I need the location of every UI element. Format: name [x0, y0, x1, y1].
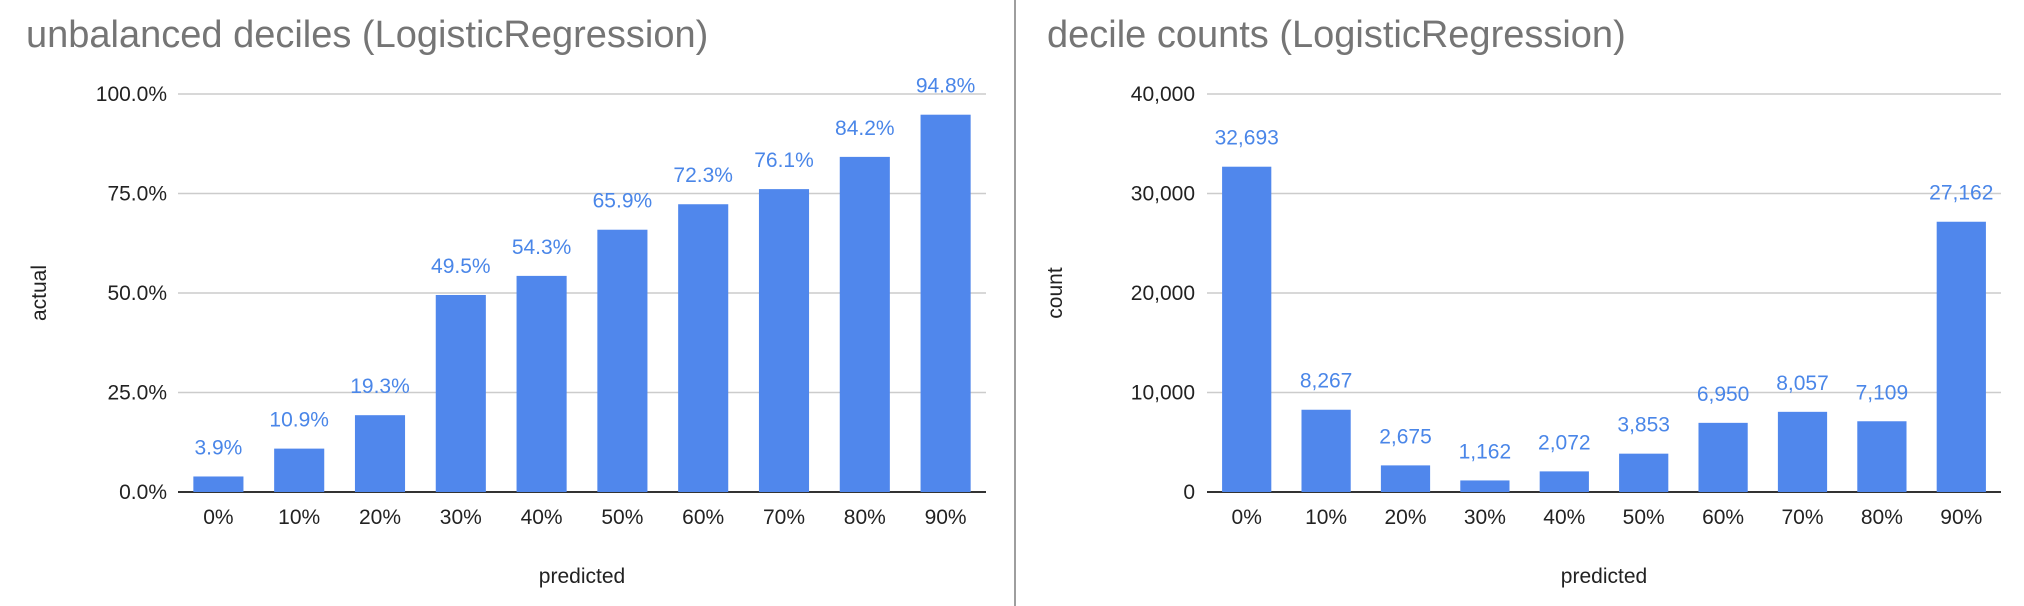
chart-panel-actual: unbalanced deciles (LogisticRegression) …	[26, 14, 986, 588]
x-tick-label: 40%	[521, 506, 563, 529]
data-label: 72.3%	[673, 164, 733, 187]
data-label: 7,109	[1856, 381, 1909, 404]
bar	[1301, 409, 1351, 492]
y-tick-label: 25.0%	[107, 382, 167, 405]
x-tick-label: 50%	[601, 506, 643, 529]
x-tick-label: 60%	[1702, 506, 1744, 529]
y-tick-label: 30,000	[1131, 183, 1195, 206]
x-tick-label: 0%	[203, 506, 233, 529]
bar	[1857, 421, 1907, 492]
chart-title: decile counts (LogisticRegression)	[1047, 14, 1626, 56]
panel-divider	[1014, 0, 1016, 606]
data-label: 2,675	[1379, 425, 1432, 448]
bar	[678, 204, 729, 492]
bar	[1698, 422, 1748, 492]
x-axis-title: predicted	[1561, 565, 1647, 588]
bar	[1936, 221, 1986, 492]
bar	[516, 275, 567, 492]
bar	[758, 189, 810, 492]
bar	[274, 448, 325, 492]
y-tick-label: 100.0%	[96, 83, 167, 106]
x-tick-label: 80%	[1861, 506, 1903, 529]
y-axis-title: count	[1044, 267, 1067, 319]
bar-chart-counts: 0 10,000 20,000 30,000 40,000 32,693 0% 8,267 10…	[1044, 83, 2001, 588]
y-tick-label: 40,000	[1131, 83, 1195, 106]
data-label: 2,072	[1538, 431, 1591, 454]
data-label: 10.9%	[269, 409, 329, 432]
data-label: 3,853	[1617, 414, 1670, 437]
data-label: 94.8%	[916, 75, 976, 98]
y-tick-label: 10,000	[1131, 382, 1195, 405]
bar	[1777, 411, 1828, 492]
y-tick-label: 0.0%	[119, 481, 167, 504]
x-tick-label: 70%	[1781, 506, 1823, 529]
data-label: 6,950	[1697, 383, 1750, 406]
data-label: 1,162	[1459, 440, 1512, 463]
data-label: 49.5%	[431, 255, 491, 278]
bar	[1539, 471, 1589, 492]
data-label: 19.3%	[350, 375, 410, 398]
x-axis-title: predicted	[539, 565, 625, 588]
x-tick-label: 40%	[1543, 506, 1585, 529]
bar	[1380, 465, 1431, 492]
bar	[1619, 453, 1669, 492]
data-label: 3.9%	[194, 436, 242, 459]
x-tick-label: 70%	[763, 506, 805, 529]
data-label: 76.1%	[754, 149, 814, 172]
x-tick-label: 0%	[1232, 506, 1262, 529]
bar	[920, 114, 971, 493]
x-tick-label: 10%	[278, 506, 320, 529]
bar	[597, 229, 648, 492]
data-label: 54.3%	[512, 236, 572, 259]
x-tick-label: 60%	[682, 506, 724, 529]
y-tick-label: 75.0%	[107, 183, 167, 206]
chart-panel-counts: decile counts (LogisticRegression) 0 10,0…	[1017, 0, 2024, 606]
x-tick-label: 80%	[844, 506, 886, 529]
bar	[435, 294, 486, 492]
bar	[1222, 166, 1272, 492]
data-label: 84.2%	[835, 117, 895, 140]
x-tick-label: 30%	[1464, 506, 1506, 529]
bar	[839, 156, 890, 492]
x-tick-label: 20%	[1384, 506, 1426, 529]
x-tick-label: 90%	[925, 506, 967, 529]
x-tick-label: 10%	[1305, 506, 1347, 529]
x-tick-label: 30%	[440, 506, 482, 529]
x-tick-label: 90%	[1940, 506, 1982, 529]
bar-chart-actual: 0.0% 25.0% 50.0% 75.0% 100.0% 3.9% 0% 10.9% 10% 1…	[28, 75, 986, 588]
y-axis-title: actual	[28, 265, 51, 321]
y-tick-label: 20,000	[1131, 282, 1195, 305]
data-label: 27,162	[1929, 182, 1993, 205]
bar	[1460, 480, 1510, 492]
chart-title: unbalanced deciles (LogisticRegression)	[26, 14, 709, 56]
bar	[354, 415, 406, 492]
bar	[193, 476, 244, 492]
x-tick-label: 20%	[359, 506, 401, 529]
y-tick-label: 50.0%	[107, 282, 167, 305]
x-tick-label: 50%	[1623, 506, 1665, 529]
data-label: 8,267	[1300, 370, 1353, 393]
y-tick-label: 0	[1183, 481, 1195, 504]
data-label: 32,693	[1215, 127, 1279, 150]
data-label: 65.9%	[593, 190, 653, 213]
data-label: 8,057	[1776, 372, 1829, 395]
